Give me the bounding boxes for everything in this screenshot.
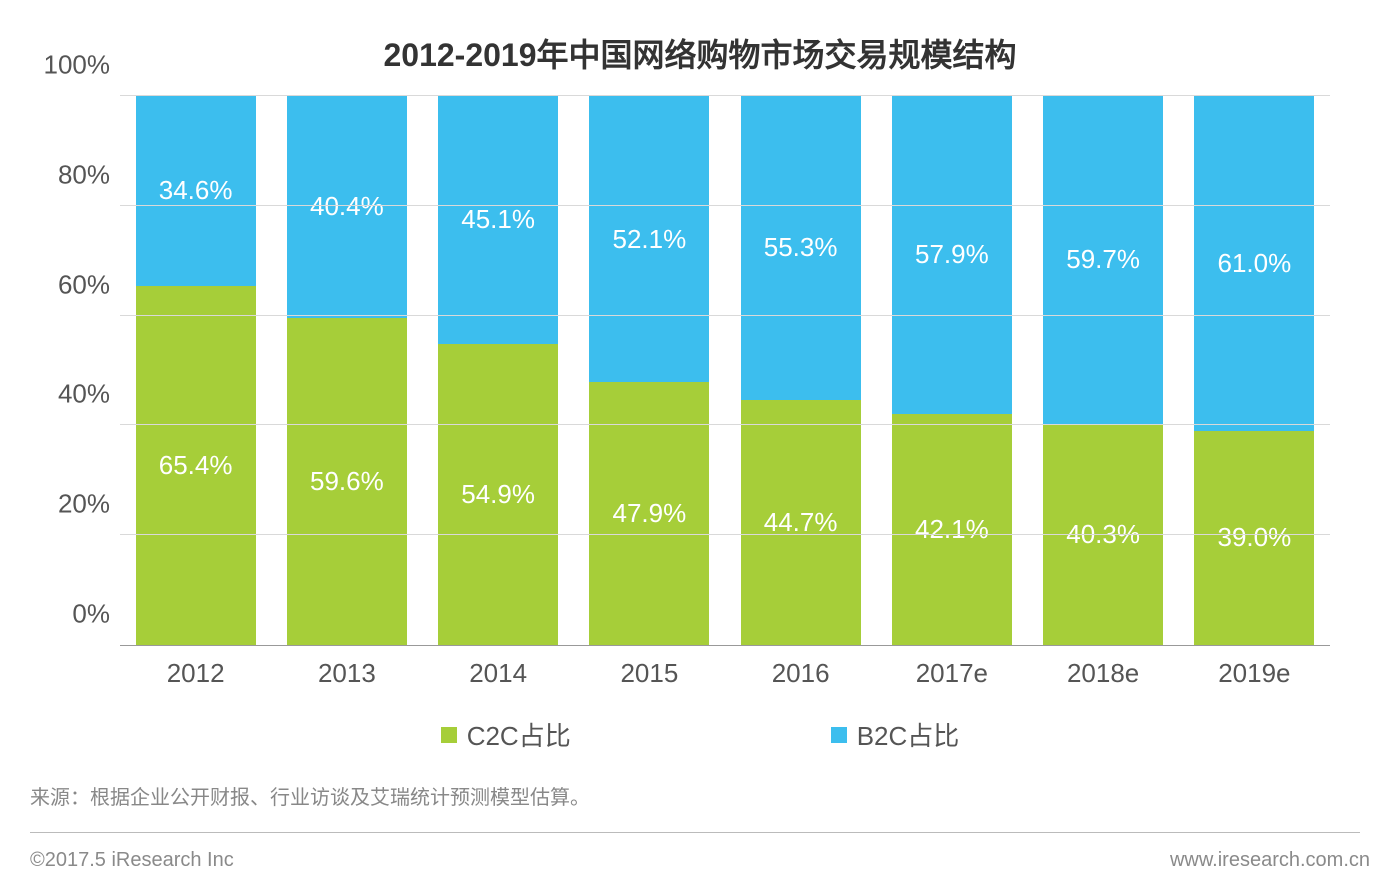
y-tick-label: 40%	[40, 379, 110, 410]
y-tick-label: 20%	[40, 489, 110, 520]
gridline	[120, 315, 1330, 316]
bar-segment-c2c: 44.7%	[741, 400, 861, 645]
bar-group: 45.1%54.9%	[438, 96, 558, 645]
bar-segment-c2c: 42.1%	[892, 414, 1012, 645]
bar-segment-b2c: 55.3%	[741, 96, 861, 400]
bar-group: 59.7%40.3%	[1043, 96, 1163, 645]
bar-segment-b2c: 57.9%	[892, 96, 1012, 414]
x-tick-label: 2017e	[892, 658, 1012, 689]
source-note: 来源：根据企业公开财报、行业访谈及艾瑞统计预测模型估算。	[30, 781, 1360, 833]
gridline	[120, 205, 1330, 206]
bar-group: 55.3%44.7%	[741, 96, 861, 645]
plot-area: 34.6%65.4% 40.4%59.6% 45.1%54.9% 52.1%47.9%…	[120, 96, 1330, 646]
website-text: www.iresearch.com.cn	[1170, 849, 1370, 872]
bar-segment-c2c: 39.0%	[1194, 431, 1314, 645]
gridline	[120, 424, 1330, 425]
copyright-text: ©2017.5 iResearch Inc	[30, 849, 234, 872]
legend-swatch	[441, 727, 457, 743]
legend: C2C占比 B2C占比	[40, 716, 1360, 753]
legend-item: B2C占比	[831, 716, 960, 753]
bar-segment-b2c: 61.0%	[1194, 96, 1314, 431]
legend-item: C2C占比	[441, 716, 571, 753]
y-tick-label: 0%	[40, 599, 110, 630]
bar-group: 52.1%47.9%	[589, 96, 709, 645]
bar-segment-c2c: 54.9%	[438, 344, 558, 645]
bar-group: 61.0%39.0%	[1194, 96, 1314, 645]
legend-swatch	[831, 727, 847, 743]
legend-label: B2C占比	[857, 716, 960, 753]
y-tick-label: 100%	[40, 50, 110, 81]
x-tick-label: 2019e	[1194, 658, 1314, 689]
bar-segment-c2c: 47.9%	[589, 382, 709, 645]
footer: ©2017.5 iResearch Inc www.iresearch.com.…	[30, 849, 1370, 872]
bar-group: 34.6%65.4%	[136, 96, 256, 645]
legend-label: C2C占比	[467, 716, 571, 753]
y-tick-label: 60%	[40, 269, 110, 300]
x-tick-label: 2016	[741, 658, 861, 689]
gridline	[120, 534, 1330, 535]
x-tick-label: 2014	[438, 658, 558, 689]
bar-segment-b2c: 52.1%	[589, 96, 709, 382]
bar-segment-b2c: 40.4%	[287, 96, 407, 318]
x-tick-label: 2013	[287, 658, 407, 689]
chart-area: 34.6%65.4% 40.4%59.6% 45.1%54.9% 52.1%47.9%…	[120, 96, 1330, 696]
x-tick-label: 2012	[136, 658, 256, 689]
x-axis-labels: 2012 2013 2014 2015 2016 2017e 2018e 2019e	[120, 646, 1330, 696]
bars-container: 34.6%65.4% 40.4%59.6% 45.1%54.9% 52.1%47.9%…	[120, 96, 1330, 645]
bar-segment-b2c: 45.1%	[438, 96, 558, 344]
bar-segment-c2c: 65.4%	[136, 286, 256, 645]
bar-group: 40.4%59.6%	[287, 96, 407, 645]
bar-segment-c2c: 59.6%	[287, 318, 407, 645]
x-tick-label: 2015	[589, 658, 709, 689]
y-tick-label: 80%	[40, 159, 110, 190]
gridline	[120, 95, 1330, 96]
x-tick-label: 2018e	[1043, 658, 1163, 689]
bar-segment-b2c: 59.7%	[1043, 96, 1163, 424]
bar-segment-b2c: 34.6%	[136, 96, 256, 286]
bar-group: 57.9%42.1%	[892, 96, 1012, 645]
chart-title: 2012-2019年中国网络购物市场交易规模结构	[40, 30, 1360, 76]
